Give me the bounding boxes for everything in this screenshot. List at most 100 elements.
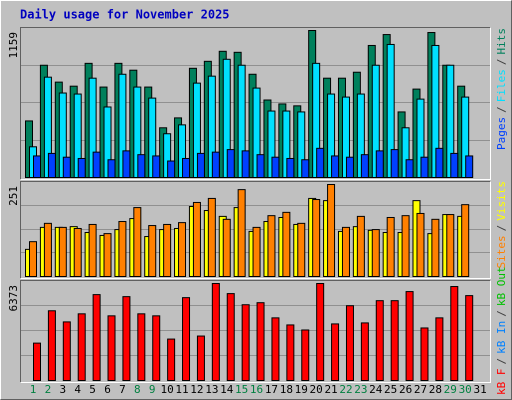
bar [107, 315, 116, 381]
bar [371, 229, 380, 277]
x-tick-label: 20 [310, 383, 323, 396]
y-tick-label: 6373 [7, 285, 20, 312]
bar [435, 147, 444, 178]
legend-entry: Sites [495, 235, 508, 268]
bar [77, 157, 86, 178]
bar [386, 216, 395, 278]
legend-entry: kB F [495, 369, 508, 396]
x-tick-label: 27 [414, 383, 427, 396]
bar [62, 156, 71, 179]
bar [327, 184, 336, 277]
x-tick-label: 21 [324, 383, 337, 396]
legend-separator: / [495, 225, 508, 232]
legend-separator: / [495, 358, 508, 365]
legend: Sites / Visits [495, 181, 508, 269]
bar [122, 296, 131, 381]
bar [375, 300, 384, 381]
bar [375, 150, 384, 179]
bar [133, 207, 142, 277]
panel-edge-dark [20, 27, 491, 180]
bar [118, 221, 127, 277]
bar [316, 147, 325, 178]
x-tick-label: 31 [473, 383, 486, 396]
bar [137, 313, 146, 381]
bar [33, 155, 41, 178]
bar [301, 159, 310, 179]
bar [360, 322, 369, 381]
chart-title: Daily usage for November 2025 [20, 8, 230, 22]
bar [103, 233, 112, 277]
bar [271, 317, 280, 381]
bar [43, 222, 52, 277]
legend: Pages / Files / Hits [495, 28, 508, 150]
x-tick-label: 11 [175, 383, 188, 396]
panel-edge-light [20, 181, 491, 279]
y-tick-label: 1159 [7, 32, 20, 59]
bar [196, 152, 205, 179]
bar [137, 154, 146, 178]
legend-entry: kB In [495, 321, 508, 354]
panel-edge-light [20, 27, 491, 180]
bar [226, 149, 235, 178]
bar [345, 305, 354, 381]
bar [237, 189, 246, 277]
panel-edge-dark [20, 181, 491, 279]
panel-edge-dark [20, 280, 491, 383]
x-tick-label: 9 [149, 383, 156, 396]
bar [301, 329, 310, 381]
bar [331, 323, 340, 382]
x-tick-label: 13 [205, 383, 218, 396]
bar [465, 155, 474, 178]
bar [286, 324, 295, 381]
bar [167, 160, 176, 178]
bar [390, 300, 399, 381]
bar [341, 226, 350, 277]
legend: kB F / kB In / kB Out [495, 266, 508, 395]
x-tick-label: 15 [235, 383, 248, 396]
bar [450, 286, 459, 381]
x-tick-label: 29 [444, 383, 457, 396]
x-tick-label: 30 [459, 383, 472, 396]
bar [267, 215, 276, 277]
bar [62, 321, 71, 381]
x-tick-label: 24 [369, 383, 383, 396]
bar [241, 304, 250, 381]
bar [196, 335, 205, 382]
bar [435, 317, 444, 381]
bar [77, 313, 86, 381]
bar [360, 154, 369, 178]
legend-entry: Pages [495, 117, 508, 150]
bar [92, 294, 101, 381]
legend-separator: / [495, 310, 508, 317]
bar [47, 310, 56, 381]
legend-separator: / [495, 106, 508, 113]
bar [211, 283, 220, 381]
legend-entry: Files [495, 69, 508, 102]
bar [465, 295, 474, 381]
bar [282, 211, 291, 277]
bar [446, 214, 455, 277]
x-tick-label: 25 [384, 383, 397, 396]
bar [58, 226, 67, 277]
panel-edge-light [20, 280, 491, 383]
x-tick-label: 8 [134, 383, 141, 396]
bar [122, 150, 131, 179]
bar [152, 315, 161, 381]
legend-entry: Visits [495, 181, 508, 221]
x-tick-label: 1 [30, 383, 37, 396]
bar [192, 201, 201, 277]
x-tick-label: 6 [104, 383, 111, 396]
bar [390, 149, 399, 178]
bar [92, 151, 101, 178]
x-tick-label: 18 [280, 383, 293, 396]
x-tick-label: 14 [220, 383, 234, 396]
x-tick-label: 4 [74, 383, 81, 396]
bar [312, 199, 321, 278]
legend-entry: kB Out [495, 266, 508, 306]
bar [405, 159, 414, 179]
bar [356, 215, 365, 277]
bar [241, 150, 250, 179]
bar [152, 155, 161, 178]
bar [207, 197, 216, 277]
bar [252, 226, 261, 277]
